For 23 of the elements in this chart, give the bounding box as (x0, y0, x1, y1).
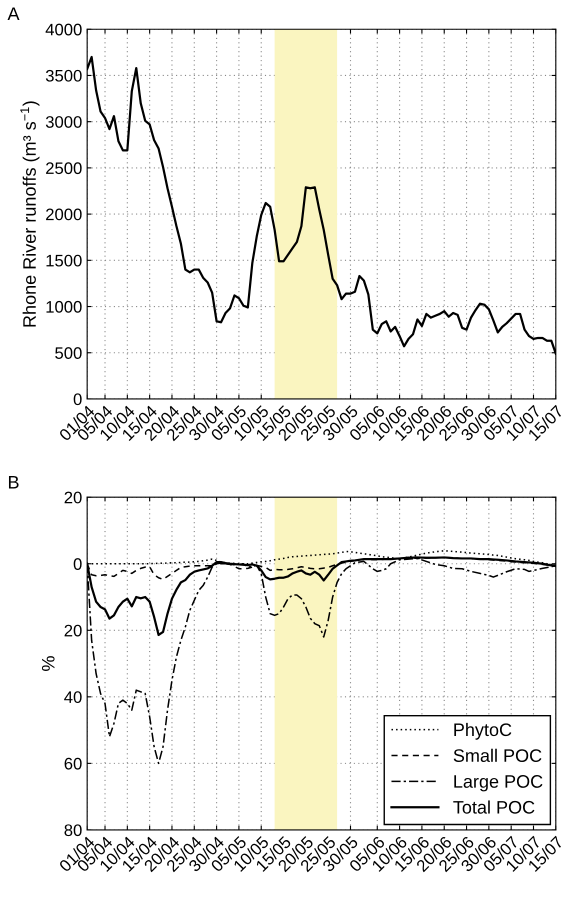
y-tick-label: 3500 (46, 70, 82, 82)
y-tick-label: 40 (64, 691, 82, 704)
chart-title: B (8, 476, 19, 488)
y-tick-label: 80 (64, 824, 82, 836)
y-tick-label: 20 (64, 492, 82, 504)
legend-label: Large POC (454, 775, 542, 792)
y-tick-label: 4000 (46, 24, 82, 36)
y-tick-label: 2500 (46, 162, 82, 174)
legend-label: PhytoC (454, 722, 512, 740)
y-tick-label: 20 (64, 624, 82, 636)
y-axis-title: Rhone River runoffs (m³ s$^{−1}$) (20, 101, 40, 327)
y-axis-title: % (42, 656, 55, 671)
legend-label: Small POC (454, 748, 542, 762)
y-tick-label: 60 (64, 758, 82, 770)
y-tick-label: 0 (74, 393, 82, 406)
y-tick-label: 3000 (46, 116, 82, 128)
y-tick-label: 500 (55, 347, 82, 359)
y-tick-label: 2000 (46, 208, 82, 220)
legend-label: Total POC (453, 800, 534, 814)
y-tick-label: 0 (74, 558, 82, 570)
y-tick-label: 1000 (46, 300, 82, 313)
chart-title: A (8, 8, 20, 20)
y-tick-label: 1500 (46, 254, 82, 267)
